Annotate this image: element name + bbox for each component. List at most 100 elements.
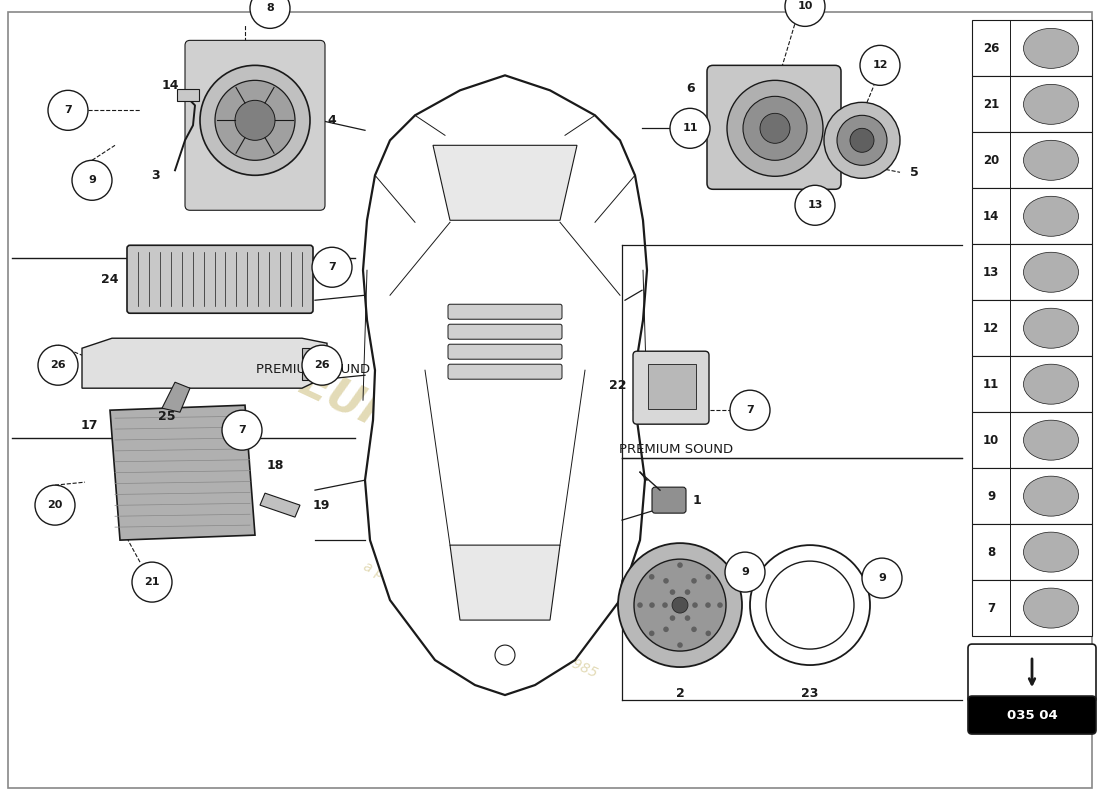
Polygon shape <box>450 545 560 620</box>
Text: 26: 26 <box>315 360 330 370</box>
Text: 21: 21 <box>144 577 159 587</box>
Circle shape <box>692 602 697 608</box>
Bar <box>972 244 1092 300</box>
Bar <box>972 76 1092 132</box>
FancyBboxPatch shape <box>707 66 842 190</box>
Circle shape <box>795 186 835 226</box>
Bar <box>972 132 1092 188</box>
Text: 9: 9 <box>987 490 996 502</box>
Bar <box>972 356 1092 412</box>
Text: 5: 5 <box>910 166 918 178</box>
Text: 11: 11 <box>682 123 697 134</box>
Circle shape <box>649 574 654 580</box>
Circle shape <box>824 102 900 178</box>
Circle shape <box>250 0 290 28</box>
Ellipse shape <box>1023 588 1078 628</box>
FancyBboxPatch shape <box>448 324 562 339</box>
Ellipse shape <box>1023 140 1078 180</box>
Text: 9: 9 <box>88 175 96 186</box>
Polygon shape <box>363 75 647 695</box>
Circle shape <box>35 485 75 525</box>
FancyBboxPatch shape <box>185 40 324 210</box>
Ellipse shape <box>1023 308 1078 348</box>
Circle shape <box>742 96 807 160</box>
Text: a passion for lamborghini since 1985: a passion for lamborghini since 1985 <box>361 559 600 681</box>
Text: 7: 7 <box>746 405 754 415</box>
Polygon shape <box>433 146 578 220</box>
Bar <box>972 524 1092 580</box>
Circle shape <box>312 247 352 287</box>
Text: 2: 2 <box>675 687 684 700</box>
FancyBboxPatch shape <box>448 344 562 359</box>
Text: 7: 7 <box>987 602 996 614</box>
Text: 26: 26 <box>51 360 66 370</box>
Circle shape <box>691 578 696 584</box>
Circle shape <box>72 160 112 200</box>
Circle shape <box>766 561 854 649</box>
Text: 17: 17 <box>80 418 98 432</box>
Text: 9: 9 <box>878 573 886 583</box>
Circle shape <box>649 602 654 608</box>
Circle shape <box>235 100 275 140</box>
Circle shape <box>705 574 711 580</box>
Polygon shape <box>82 338 327 388</box>
Circle shape <box>725 552 764 592</box>
Circle shape <box>637 602 642 608</box>
FancyBboxPatch shape <box>968 644 1096 702</box>
Text: PREMIUM SOUND: PREMIUM SOUND <box>619 443 734 456</box>
Circle shape <box>837 115 887 166</box>
Bar <box>972 20 1092 76</box>
FancyBboxPatch shape <box>632 351 710 424</box>
Bar <box>177 90 199 102</box>
Circle shape <box>850 128 875 152</box>
Text: 22: 22 <box>609 378 627 392</box>
Text: 9: 9 <box>741 567 749 577</box>
Circle shape <box>618 543 742 667</box>
Circle shape <box>678 642 683 648</box>
Circle shape <box>717 602 723 608</box>
Text: 26: 26 <box>982 42 999 55</box>
Text: 12: 12 <box>983 322 999 334</box>
Circle shape <box>760 114 790 143</box>
Text: 19: 19 <box>314 498 330 512</box>
Ellipse shape <box>1023 532 1078 572</box>
FancyBboxPatch shape <box>126 246 314 314</box>
Circle shape <box>39 346 78 385</box>
Text: 7: 7 <box>64 106 72 115</box>
Ellipse shape <box>1023 476 1078 516</box>
Ellipse shape <box>1023 364 1078 404</box>
Text: 6: 6 <box>686 82 695 95</box>
Circle shape <box>672 597 688 613</box>
Text: 18: 18 <box>267 458 285 472</box>
Text: 8: 8 <box>266 3 274 14</box>
Text: 25: 25 <box>158 410 176 423</box>
Circle shape <box>860 46 900 86</box>
Circle shape <box>705 602 711 608</box>
Text: 20: 20 <box>47 500 63 510</box>
Bar <box>302 348 324 380</box>
Circle shape <box>634 559 726 651</box>
Text: 24: 24 <box>100 273 118 286</box>
FancyBboxPatch shape <box>448 364 562 379</box>
Circle shape <box>750 545 870 665</box>
Text: 10: 10 <box>798 2 813 11</box>
Text: 10: 10 <box>983 434 999 446</box>
Ellipse shape <box>1023 196 1078 236</box>
Ellipse shape <box>1023 252 1078 292</box>
Text: 14: 14 <box>982 210 999 222</box>
Text: 14: 14 <box>162 79 178 92</box>
Circle shape <box>663 626 669 632</box>
Text: 23: 23 <box>801 687 818 700</box>
Polygon shape <box>260 493 300 517</box>
Circle shape <box>727 80 823 176</box>
Circle shape <box>649 630 654 636</box>
Circle shape <box>200 66 310 175</box>
Text: 1: 1 <box>693 494 702 506</box>
Circle shape <box>684 615 691 621</box>
Text: 035 04: 035 04 <box>1006 709 1057 722</box>
Text: 12: 12 <box>872 60 888 70</box>
Bar <box>972 580 1092 636</box>
Circle shape <box>862 558 902 598</box>
Circle shape <box>670 590 675 595</box>
Bar <box>972 412 1092 468</box>
